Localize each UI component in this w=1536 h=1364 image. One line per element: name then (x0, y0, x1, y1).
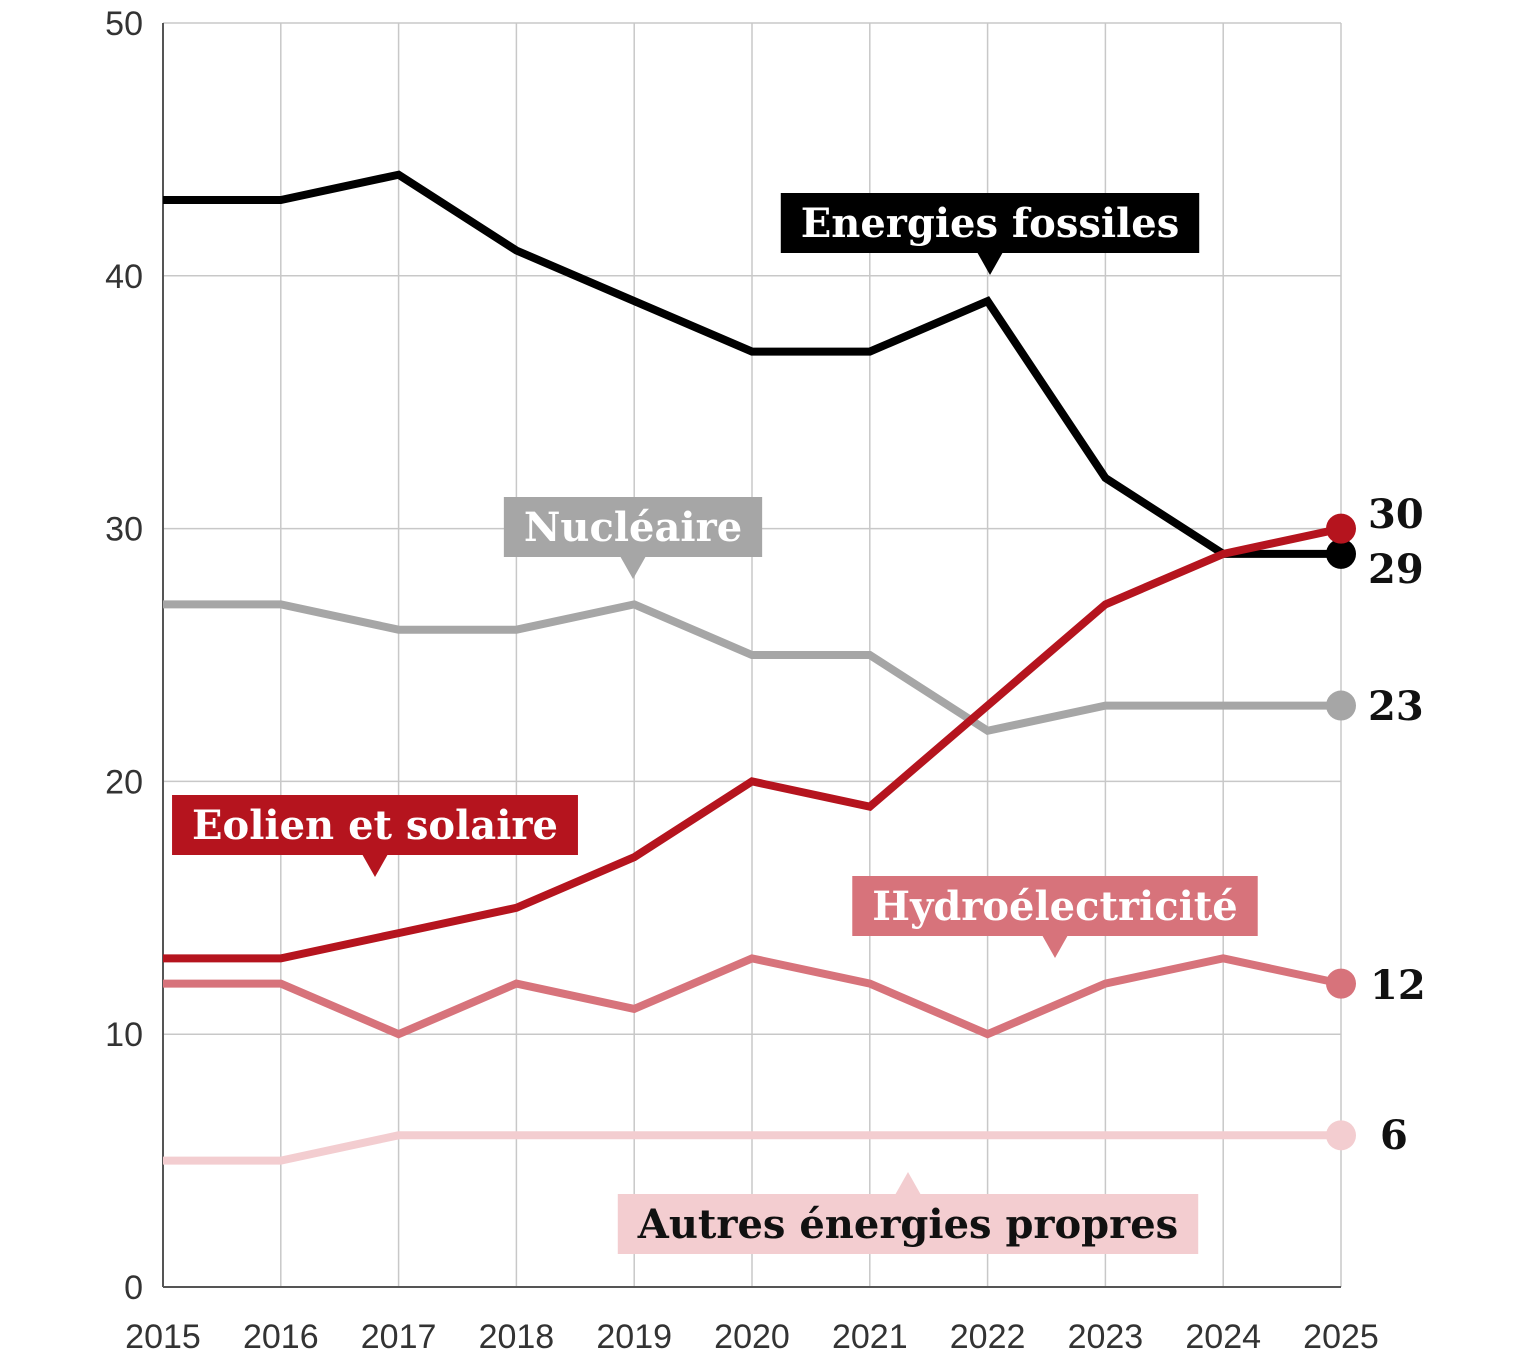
x-tick-label: 2021 (832, 1318, 908, 1356)
end-value-energies-fossiles: 29 (1368, 546, 1424, 593)
series-label-box (503, 497, 763, 557)
y-tick-label: 20 (105, 763, 143, 801)
x-tick-label: 2025 (1303, 1318, 1379, 1356)
series-line-eolien-et-solaire (163, 524, 1342, 963)
series-label-autres-energies-propres: Autres énergies propres (617, 1172, 1199, 1254)
series-label-nucleaire: Nucléaire (503, 497, 763, 579)
series-label-pointer (977, 252, 1003, 275)
y-tick-label: 30 (105, 511, 143, 549)
end-value-hydroelectricite: 12 (1370, 962, 1426, 1009)
x-tick-label: 2022 (950, 1318, 1026, 1356)
series-label-text: Energies fossiles (801, 200, 1179, 247)
x-tick-label: 2017 (361, 1318, 437, 1356)
series-label-pointer (620, 556, 646, 579)
series-line-energies-fossiles (163, 170, 1341, 558)
series-label-text: Autres énergies propres (637, 1201, 1178, 1248)
series-label-text: Hydroélectricité (872, 883, 1237, 930)
series-label-box (172, 795, 578, 855)
x-tick-label: 2023 (1068, 1318, 1144, 1356)
axis-layer: 0 10 20 30 40 50 2015 2016 2017 2018 2019 2020 2021 2… (105, 5, 1379, 1356)
series-line-nucleaire (163, 600, 1341, 736)
series-label-energies-fossiles: Energies fossiles (780, 193, 1200, 275)
series-label-text: Nucléaire (524, 504, 742, 551)
y-tick-label: 10 (105, 1016, 143, 1054)
series-label-pointer (1042, 935, 1068, 958)
series-label-hydroelectricite: Hydroélectricité (852, 876, 1258, 958)
x-tick-label: 2015 (125, 1318, 201, 1356)
y-tick-label: 0 (124, 1269, 143, 1307)
end-value-nucleaire: 23 (1368, 683, 1424, 730)
series-line-hydroelectricite (163, 954, 1342, 1039)
series-label-pointer (895, 1172, 921, 1195)
end-point-autres-energies-propres (1326, 1120, 1356, 1151)
series-label-layer: Energies fossiles Nucléaire Eolien et sola… (172, 193, 1258, 1254)
end-point-nucleaire (1326, 690, 1356, 721)
y-tick-label: 50 (105, 5, 143, 43)
x-tick-label: 2020 (714, 1318, 790, 1356)
series-label-box (852, 876, 1258, 936)
series-label-text: Eolien et solaire (192, 802, 558, 849)
end-value-layer: 29 23 30 12 6 (1368, 491, 1426, 1159)
series-label-eolien-et-solaire: Eolien et solaire (172, 795, 578, 877)
end-point-eolien-et-solaire (1326, 513, 1356, 544)
x-tick-label: 2024 (1185, 1318, 1261, 1356)
x-tick-label: 2016 (243, 1318, 319, 1356)
end-point-hydroelectricite (1326, 968, 1356, 999)
series-layer (163, 170, 1356, 1165)
series-line-autres-energies-propres (163, 1131, 1341, 1165)
end-value-eolien-et-solaire: 30 (1368, 491, 1424, 538)
series-label-pointer (362, 854, 388, 877)
series-label-box (617, 1194, 1199, 1254)
x-tick-label: 2018 (479, 1318, 555, 1356)
end-value-autres-energies-propres: 6 (1380, 1112, 1408, 1159)
series-label-box (780, 193, 1200, 253)
x-tick-label: 2019 (596, 1318, 672, 1356)
y-tick-label: 40 (105, 258, 143, 296)
end-point-energies-fossiles (1326, 538, 1356, 569)
